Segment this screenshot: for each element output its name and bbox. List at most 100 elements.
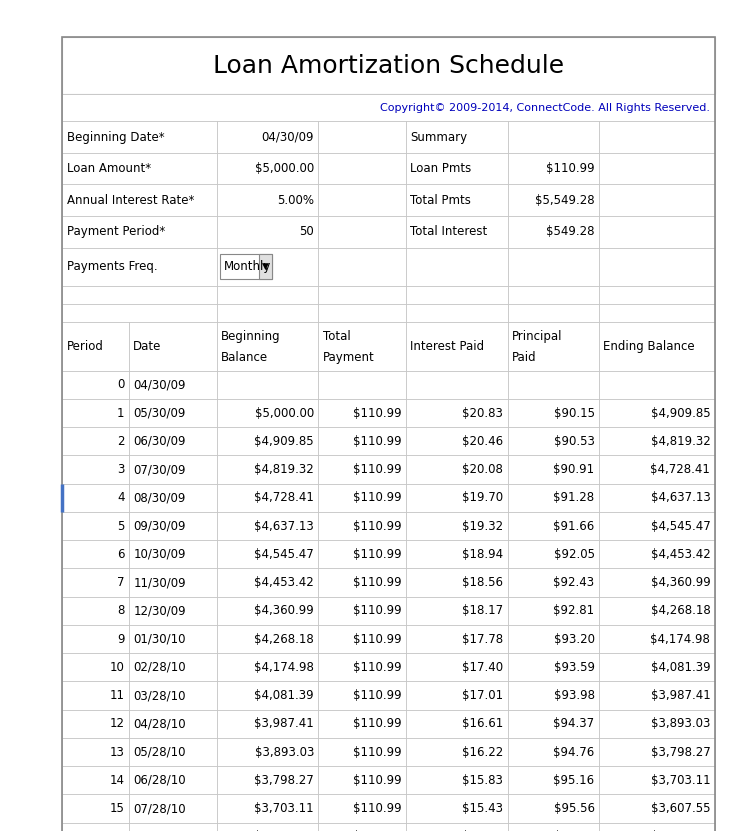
Text: 08/30/09: 08/30/09 [133, 491, 185, 504]
Bar [62, 121, 217, 153]
Bar [217, 766, 318, 794]
Text: $110.99: $110.99 [353, 604, 402, 617]
Bar [406, 184, 508, 216]
Text: $92.43: $92.43 [553, 576, 594, 589]
Bar [129, 597, 217, 625]
Text: 10: 10 [110, 661, 125, 674]
Text: 11: 11 [109, 689, 125, 702]
Bar [62, 766, 129, 794]
Bar [599, 710, 715, 738]
Text: $17.40: $17.40 [463, 661, 504, 674]
Bar [129, 681, 217, 710]
Bar [217, 653, 318, 681]
Text: $4,453.42: $4,453.42 [650, 548, 710, 561]
Bar [318, 216, 406, 248]
Text: $110.99: $110.99 [353, 519, 402, 533]
Bar [318, 153, 406, 184]
Text: Interest Paid: Interest Paid [410, 340, 485, 353]
Text: Monthly: Monthly [224, 260, 271, 273]
Text: 01/30/10: 01/30/10 [133, 632, 186, 646]
Bar [318, 484, 406, 512]
Bar [599, 322, 715, 371]
Bar [406, 286, 508, 304]
Bar [406, 512, 508, 540]
Text: 5: 5 [117, 519, 125, 533]
Text: $110.99: $110.99 [546, 162, 594, 175]
Text: 10/30/09: 10/30/09 [133, 548, 186, 561]
Bar [406, 568, 508, 597]
Bar [62, 540, 129, 568]
Bar [62, 371, 129, 399]
Bar [508, 399, 599, 427]
Text: $18.56: $18.56 [463, 576, 504, 589]
Text: 8: 8 [117, 604, 125, 617]
Bar [217, 399, 318, 427]
Text: $110.99: $110.99 [353, 463, 402, 476]
Bar [406, 322, 508, 371]
Bar [599, 540, 715, 568]
Text: $4,819.32: $4,819.32 [254, 463, 314, 476]
Text: 04/30/09: 04/30/09 [133, 378, 186, 391]
Text: 06/28/10: 06/28/10 [133, 774, 186, 787]
Text: Loan Amortization Schedule: Loan Amortization Schedule [213, 54, 564, 77]
Text: 07/28/10: 07/28/10 [133, 802, 186, 815]
Bar [129, 484, 217, 512]
Bar [599, 371, 715, 399]
Text: $4,453.42: $4,453.42 [254, 576, 314, 589]
Text: $18.94: $18.94 [463, 548, 504, 561]
Text: Beginning: Beginning [221, 331, 281, 343]
Bar [62, 216, 217, 248]
Text: 15: 15 [110, 802, 125, 815]
Bar [217, 540, 318, 568]
Text: $3,703.11: $3,703.11 [254, 802, 314, 815]
Bar [217, 710, 318, 738]
Text: $90.15: $90.15 [553, 406, 594, 420]
Bar [599, 153, 715, 184]
Bar [318, 286, 406, 304]
Text: $110.99: $110.99 [353, 717, 402, 730]
Bar [220, 254, 273, 279]
Bar [217, 823, 318, 831]
Bar [508, 304, 599, 322]
Text: Total Pmts: Total Pmts [410, 194, 471, 207]
Bar [129, 794, 217, 823]
Bar [406, 597, 508, 625]
Bar [406, 427, 508, 455]
Bar [217, 322, 318, 371]
Text: Summary: Summary [410, 130, 468, 144]
Text: $90.91: $90.91 [553, 463, 594, 476]
Bar [406, 304, 508, 322]
Bar [129, 625, 217, 653]
Bar [129, 399, 217, 427]
Text: $91.66: $91.66 [553, 519, 594, 533]
Text: 05/30/09: 05/30/09 [133, 406, 185, 420]
Bar [508, 455, 599, 484]
Text: 1: 1 [117, 406, 125, 420]
Bar [599, 427, 715, 455]
Bar [599, 286, 715, 304]
Bar [599, 681, 715, 710]
Text: Annual Interest Rate*: Annual Interest Rate* [67, 194, 194, 207]
Bar [508, 153, 599, 184]
Bar [217, 484, 318, 512]
Text: Balance: Balance [221, 351, 268, 364]
Text: $110.99: $110.99 [353, 632, 402, 646]
Bar [318, 681, 406, 710]
Bar [62, 322, 129, 371]
Text: $3,893.03: $3,893.03 [254, 745, 314, 759]
Text: 0: 0 [117, 378, 125, 391]
Text: $94.76: $94.76 [553, 745, 594, 759]
Text: Payment Period*: Payment Period* [67, 225, 165, 238]
Bar [318, 540, 406, 568]
Text: $4,909.85: $4,909.85 [651, 406, 710, 420]
Bar [129, 540, 217, 568]
Bar [508, 681, 599, 710]
Bar [599, 455, 715, 484]
Bar [129, 710, 217, 738]
Text: $4,909.85: $4,909.85 [254, 435, 314, 448]
Bar [129, 371, 217, 399]
Bar [406, 681, 508, 710]
Bar [599, 484, 715, 512]
Bar [599, 568, 715, 597]
Bar [62, 823, 129, 831]
